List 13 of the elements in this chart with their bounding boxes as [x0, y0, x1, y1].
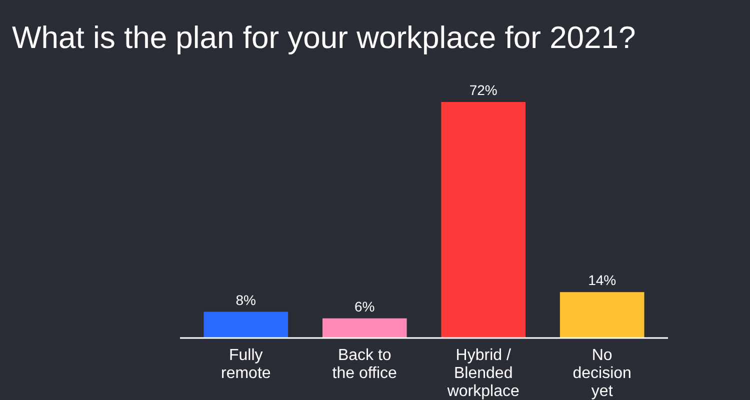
data-label: 8% — [236, 292, 256, 308]
bar — [322, 318, 407, 338]
bar — [441, 102, 526, 338]
data-label: 72% — [469, 82, 498, 98]
x-tick-label: Back to the office — [332, 347, 398, 382]
chart-title: What is the plan for your workplace for 2021? — [12, 20, 636, 55]
data-label: 6% — [354, 298, 375, 314]
data-label: 14% — [588, 272, 616, 288]
x-tick-label: Hybrid / Blended workplace — [446, 347, 520, 400]
x-tick-label: Fully remote — [221, 347, 271, 382]
x-tick-label: No decision yet — [572, 347, 632, 400]
bar — [204, 312, 288, 338]
bar — [560, 292, 644, 338]
